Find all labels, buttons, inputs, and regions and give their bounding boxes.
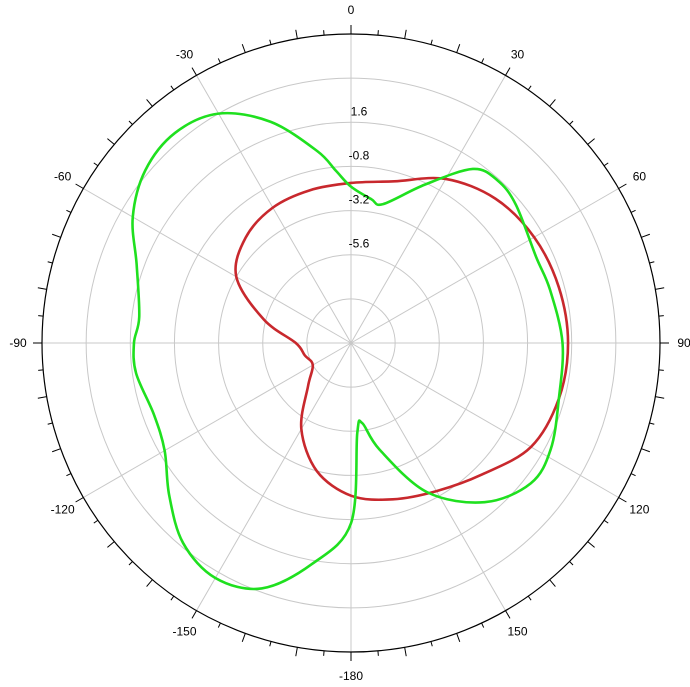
angle-label: -60	[54, 170, 72, 184]
tick-mark-285	[47, 261, 53, 264]
angle-label: -30	[176, 48, 194, 62]
tick-mark-240	[75, 497, 84, 503]
tick-mark-335	[217, 58, 221, 64]
tick-mark-310	[107, 138, 115, 145]
angle-label: 30	[511, 48, 525, 62]
tick-mark-15	[430, 39, 433, 45]
radial-label: -0.8	[349, 148, 370, 162]
grid-spoke-330	[196, 75, 352, 344]
tick-mark-220	[146, 579, 153, 587]
tick-mark-155	[481, 622, 485, 628]
tick-mark-65	[630, 209, 636, 213]
tick-mark-325	[170, 85, 175, 91]
tick-mark-250	[52, 448, 61, 453]
tick-mark-25	[481, 58, 485, 64]
tick-mark-350	[295, 29, 298, 39]
grid-spoke-300	[83, 188, 352, 344]
series-lines	[131, 111, 570, 591]
grid-spoke-120	[350, 342, 619, 498]
tick-mark-140	[549, 579, 556, 587]
tick-mark-195	[269, 641, 272, 647]
tick-mark-80	[655, 287, 665, 290]
tick-mark-230	[107, 541, 115, 548]
tick-mark-100	[655, 396, 665, 399]
labels: 0 30 60 90 120 150 -180 -150 -120 -90 -60 -30 -5.6 -3…	[9, 3, 690, 683]
tick-mark-165	[430, 641, 433, 647]
tick-mark-215	[170, 595, 175, 601]
angle-label: -180	[339, 669, 363, 683]
tick-mark-205	[217, 622, 221, 628]
tick-mark-260	[37, 396, 47, 399]
tick-mark-110	[641, 448, 650, 453]
tick-mark-255	[47, 422, 53, 425]
tick-mark-120	[618, 497, 627, 503]
tick-mark-300	[75, 183, 84, 189]
angle-label: 120	[629, 503, 649, 517]
tick-mark-170	[404, 647, 407, 657]
angle-label: 90	[677, 336, 690, 350]
tick-mark-345	[269, 39, 272, 45]
angle-label: -120	[51, 503, 75, 517]
tick-mark-70	[641, 233, 650, 238]
tick-mark-10	[404, 29, 407, 39]
tick-mark-105	[649, 422, 655, 425]
grid-spoke-30	[350, 75, 506, 344]
series-line-2	[131, 111, 565, 591]
tick-mark-225	[128, 561, 133, 566]
tick-mark-45	[569, 120, 574, 125]
tick-mark-50	[587, 138, 595, 145]
tick-mark-40	[549, 99, 556, 107]
angle-label: -150	[172, 624, 196, 638]
tick-mark-235	[93, 519, 99, 524]
grid-spoke-210	[196, 342, 352, 611]
grid-spoke-240	[83, 342, 352, 498]
tick-mark-190	[295, 647, 298, 657]
angle-label: 150	[507, 624, 527, 638]
tick-mark-210	[191, 610, 197, 619]
series-line-1	[234, 176, 570, 502]
tick-mark-115	[630, 473, 636, 477]
tick-mark-55	[603, 162, 609, 167]
tick-mark-135	[569, 561, 574, 566]
tick-mark-320	[146, 99, 153, 107]
tick-mark-150	[505, 610, 511, 619]
angle-label: 0	[348, 3, 355, 17]
tick-mark-315	[128, 120, 133, 125]
radial-label: 1.6	[351, 104, 368, 118]
tick-mark-330	[191, 67, 197, 76]
tick-mark-290	[52, 233, 61, 238]
tick-mark-20	[456, 44, 461, 53]
angle-label: 60	[633, 170, 647, 184]
tick-mark-35	[527, 85, 532, 91]
tick-mark-295	[66, 209, 72, 213]
tick-mark-245	[66, 473, 72, 477]
tick-mark-60	[618, 183, 627, 189]
tick-mark-280	[37, 287, 47, 290]
radial-label: -3.2	[349, 193, 370, 207]
tick-mark-145	[527, 595, 532, 601]
tick-mark-305	[93, 162, 99, 167]
tick-mark-75	[649, 261, 655, 264]
angle-label: -90	[9, 336, 27, 350]
tick-mark-340	[241, 44, 246, 53]
chart-frame	[33, 25, 669, 661]
radial-label: -5.6	[349, 237, 370, 251]
grid-spoke-60	[350, 188, 619, 344]
tick-mark-125	[603, 519, 609, 524]
tick-mark-160	[456, 633, 461, 642]
grid-spoke-150	[350, 342, 506, 611]
tick-mark-130	[587, 541, 595, 548]
tick-mark-30	[505, 67, 511, 76]
tick-mark-200	[241, 633, 246, 642]
